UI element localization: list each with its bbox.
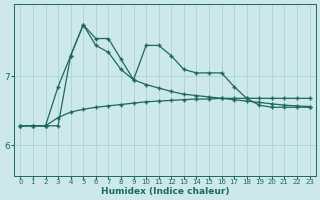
X-axis label: Humidex (Indice chaleur): Humidex (Indice chaleur)	[101, 187, 229, 196]
